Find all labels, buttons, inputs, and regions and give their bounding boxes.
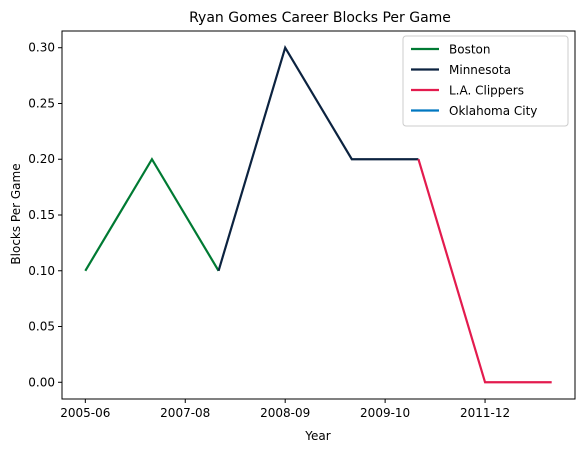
plot-area: 0.00 0.05 0.10 0.15 0.20 0.25 0.30 2005-06 2007-… (28, 30, 576, 420)
x-tick-label: 2007-08 (160, 406, 210, 420)
x-axis-label: Year (304, 429, 330, 443)
legend: Boston Minnesota L.A. Clippers Oklahoma Cit… (402, 35, 569, 127)
x-tick-label: 2011-12 (460, 406, 510, 420)
series-line-boston (84, 157, 220, 272)
x-tick-label: 2009-10 (360, 406, 410, 420)
series-line-minnesota (217, 45, 419, 272)
legend-label-boston: Boston (449, 43, 490, 57)
y-tick-label: 0.00 (28, 375, 55, 389)
y-tick-label: 0.25 (28, 96, 55, 110)
y-tick-label: 0.05 (28, 320, 55, 334)
series-line-l-a-clippers (417, 158, 552, 384)
y-tick-label: 0.30 (28, 41, 55, 55)
chart-title: Ryan Gomes Career Blocks Per Game (189, 10, 451, 26)
y-tick-label: 0.15 (28, 208, 55, 222)
x-tick-label: 2008-09 (260, 406, 310, 420)
y-axis-label: Blocks Per Game (9, 163, 23, 264)
legend-label-l-a-clippers: L.A. Clippers (449, 84, 524, 98)
legend-label-minnesota: Minnesota (449, 63, 511, 77)
legend-box (402, 35, 569, 127)
legend-label-oklahoma-city: Oklahoma City (449, 104, 537, 118)
x-tick-label: 2005-06 (60, 406, 110, 420)
y-tick-label: 0.20 (28, 152, 55, 166)
y-tick-label: 0.10 (28, 264, 55, 278)
